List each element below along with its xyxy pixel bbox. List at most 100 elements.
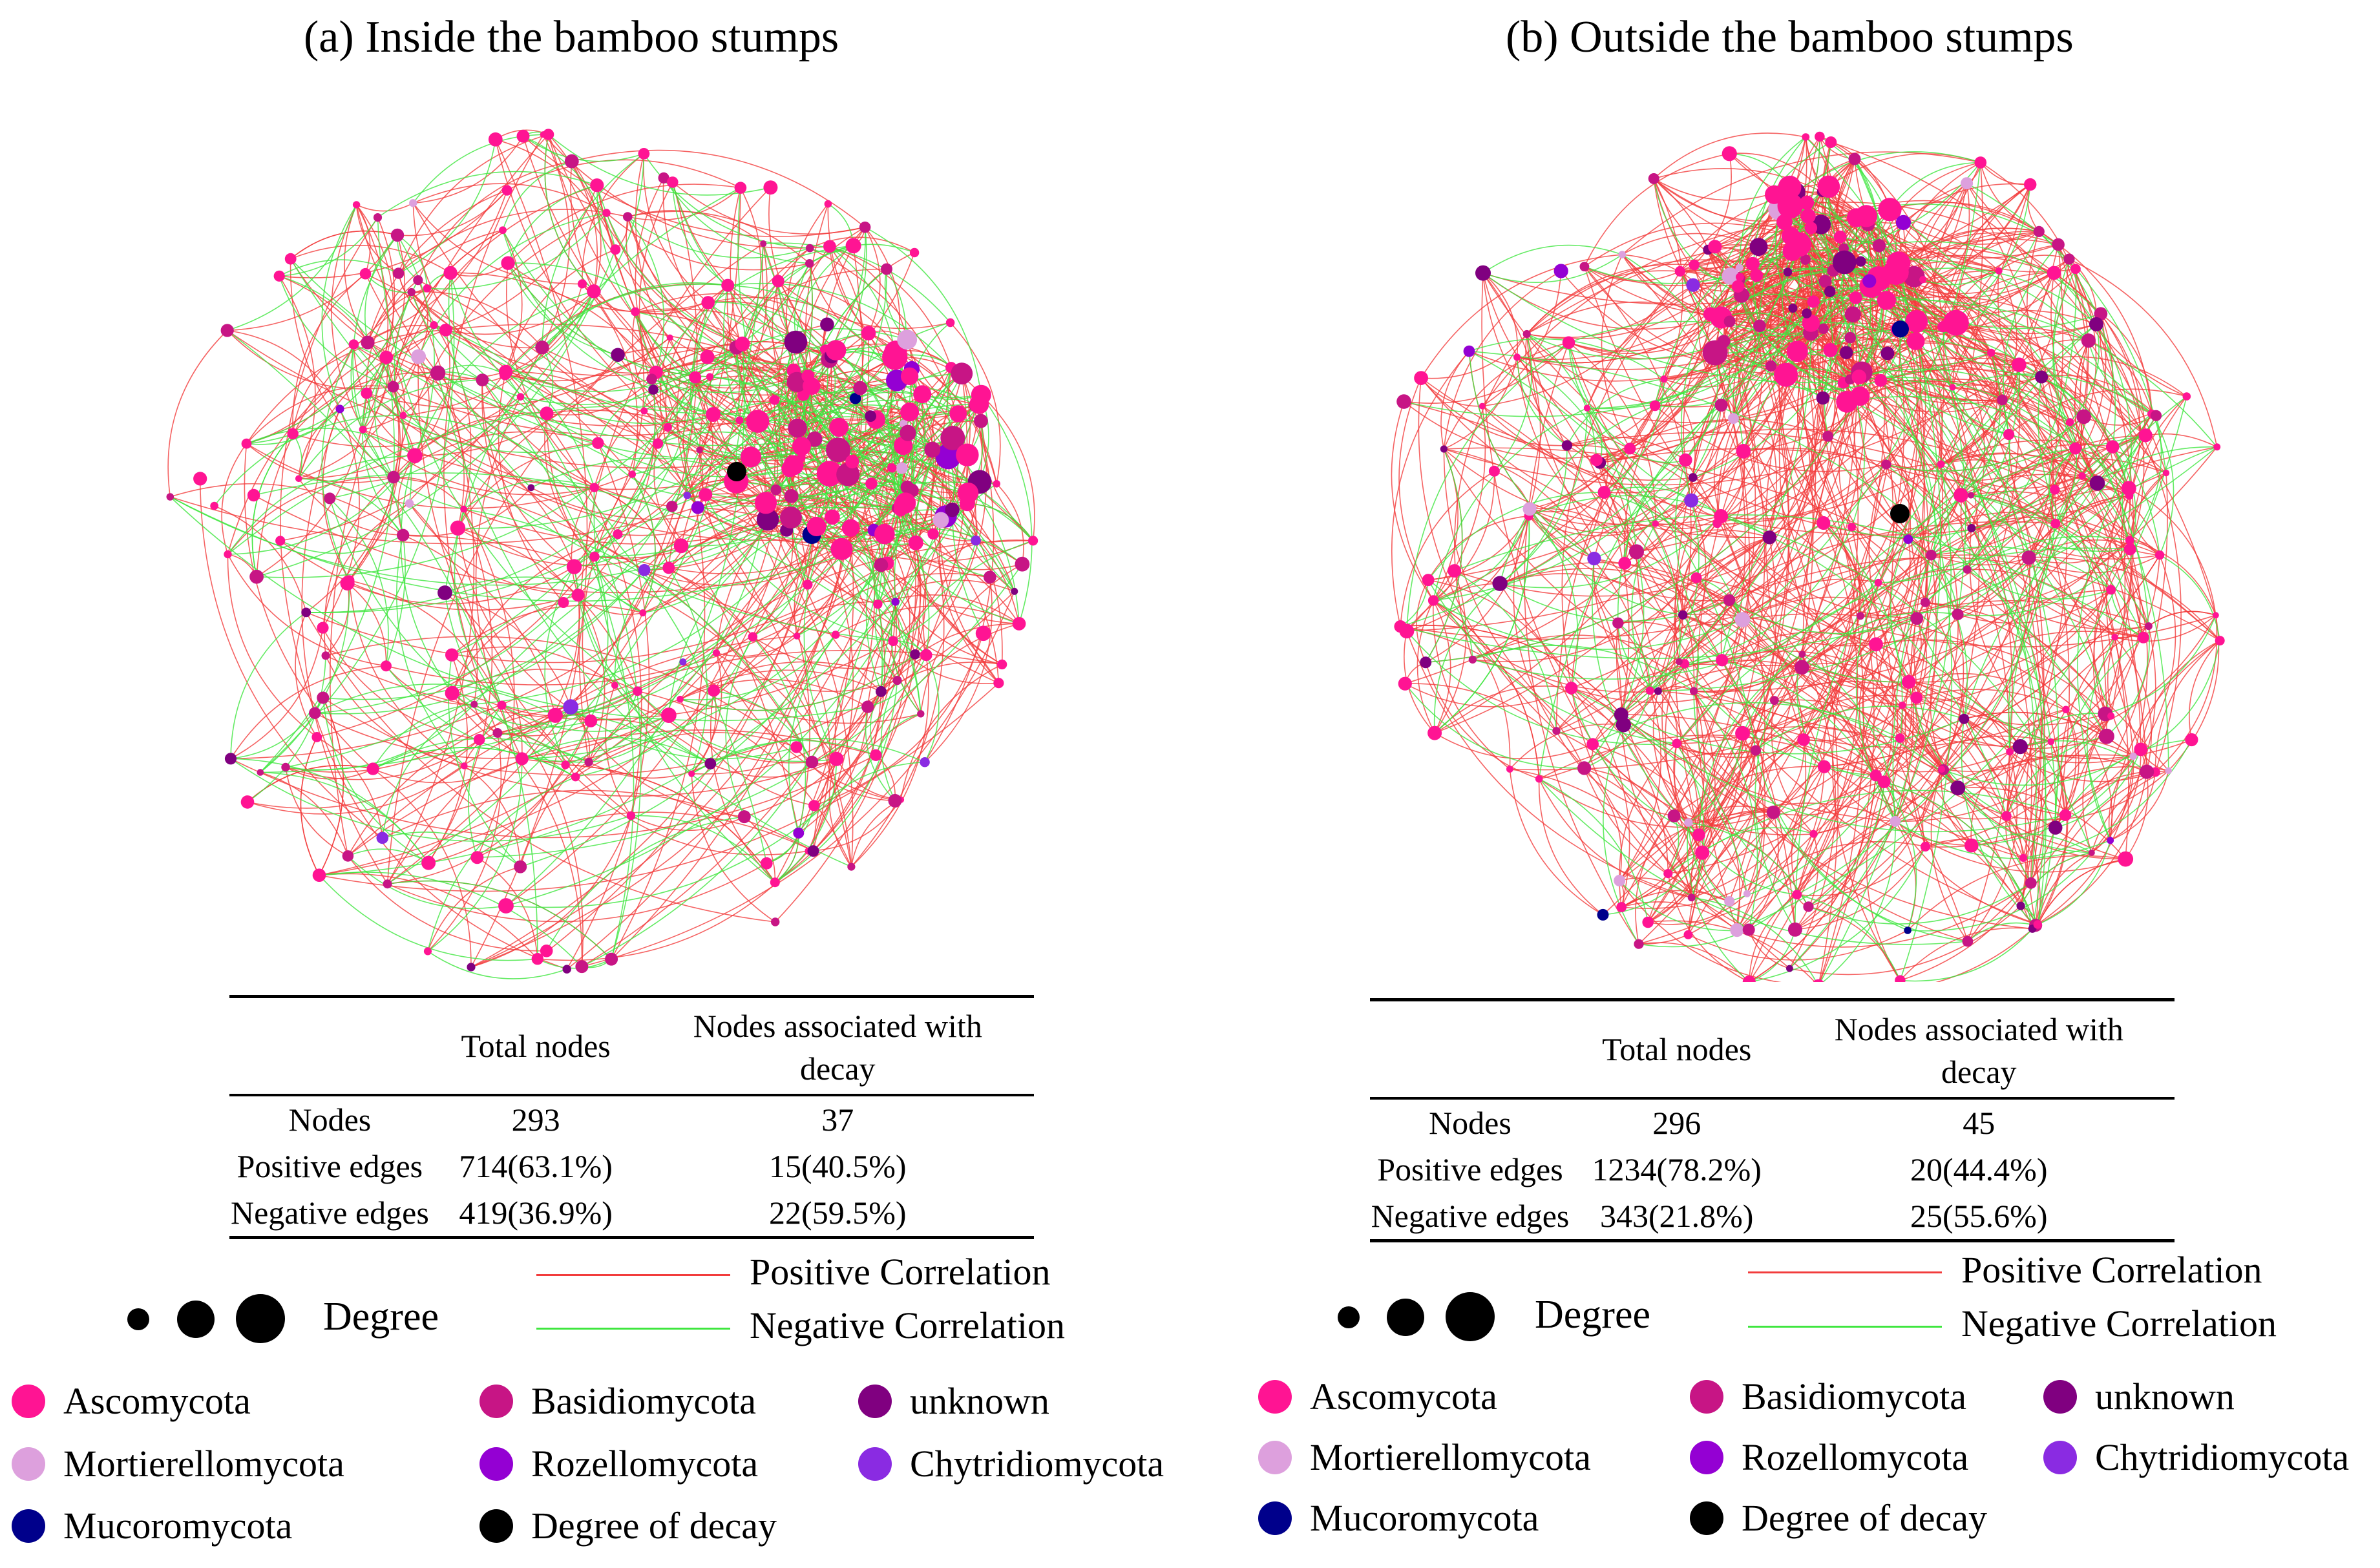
network-node [390,228,405,242]
network-node [542,129,554,140]
network-node [257,769,264,776]
negative-edge [377,171,598,218]
network-node [2088,849,2095,856]
network-node [1862,274,1877,288]
positive-edge [481,380,579,596]
network-node [1840,346,1853,359]
positive-edge [706,268,887,358]
negative-edge [690,285,728,450]
network-node [1910,691,1922,704]
network-node [996,659,1007,670]
network-node [1856,612,1864,620]
positive-edge [2009,751,2156,782]
network-node [673,538,689,554]
legend-item-ascomycota: Ascomycota [12,1379,251,1423]
positive-edge [980,394,1035,541]
positive-edge [506,263,595,488]
negative-edge [837,449,1015,592]
network-node [701,296,715,309]
network-node [1750,745,1761,756]
network-node [1937,320,1949,333]
network-node [470,851,484,864]
positive-edge [1802,667,1926,847]
positive-edge [774,324,828,401]
network-node [908,535,923,550]
positive-edge [1404,683,1572,707]
positive-edge [1971,435,2146,528]
negative-edge [1680,267,1740,501]
negative-edge [1736,396,2187,931]
negative-edge [1805,259,1833,399]
positive-edge [1593,558,1650,691]
table-row: Negative edges 419(36.9%) 22(59.5%) [229,1189,1034,1238]
network-node [399,412,407,419]
network-node [2215,636,2225,646]
positive-edge [348,343,742,581]
positive-edge [1941,453,2130,496]
network-node [501,185,512,196]
positive-edge [1824,766,1972,846]
network-node [1899,701,1906,709]
positive-edge [325,583,350,656]
network-node [1586,738,1599,751]
negative-edge [2048,421,2070,524]
positive-edge [495,139,792,497]
network-node [2066,418,2074,426]
negative-edge [774,758,837,883]
network-node [803,377,821,395]
positive-edge [285,705,503,773]
negative-edge [1854,158,1879,282]
positive-edge [1420,377,2130,536]
network-node [1562,336,1575,350]
network-node [220,324,234,337]
network-node [1597,908,1609,921]
positive-edge [1723,280,1826,342]
network-node [763,180,778,195]
positive-edge [1658,691,1678,744]
positive-edge [1621,833,1814,909]
negative-edge [398,139,496,274]
positive-edge [811,520,1023,565]
positive-edge [363,373,439,430]
network-node [917,710,925,718]
positive-edge [1621,750,1756,908]
table-row: Negative edges 343(21.8%) 25(55.6%) [1370,1193,2175,1241]
negative-edge [1583,551,1645,769]
positive-edge [691,653,722,775]
network-node [2047,266,2061,280]
negative-edge [1854,158,1886,373]
positive-edge [1803,662,1917,698]
network-node [790,741,803,753]
legend-item-mortierellomycota: Mortierellomycota [12,1442,344,1485]
negative-edge [1952,373,2156,416]
positive-edge [476,857,538,959]
negative-edge [1810,224,1829,324]
positive-edge [1406,516,1530,632]
positive-edge [427,866,521,952]
network-node [335,404,344,413]
network-node [1880,346,1895,361]
positive-edge [1868,464,1910,682]
positive-edge [1915,183,1968,322]
positive-edge [1663,295,1742,379]
negative-edge [1676,547,2131,744]
positive-edge [1444,448,1595,559]
network-node [1783,267,1793,277]
positive-edge [1592,660,1722,745]
legend-label: Rozellomycota [531,1443,759,1485]
negative-edge [1603,724,1639,945]
negative-edge [246,291,412,444]
network-node [1672,738,1681,749]
positive-edge [1654,405,1886,472]
network-node [344,575,355,586]
negative-edge [582,565,882,967]
network-node [1708,240,1722,254]
negative-edge [1617,404,1722,623]
network-node [397,528,410,541]
positive-edge [727,285,876,421]
network-node [2106,585,2116,595]
negative-edge [1900,329,2009,435]
negative-edge [832,516,916,545]
negative-edge [796,227,866,383]
positive-edge [643,153,709,304]
